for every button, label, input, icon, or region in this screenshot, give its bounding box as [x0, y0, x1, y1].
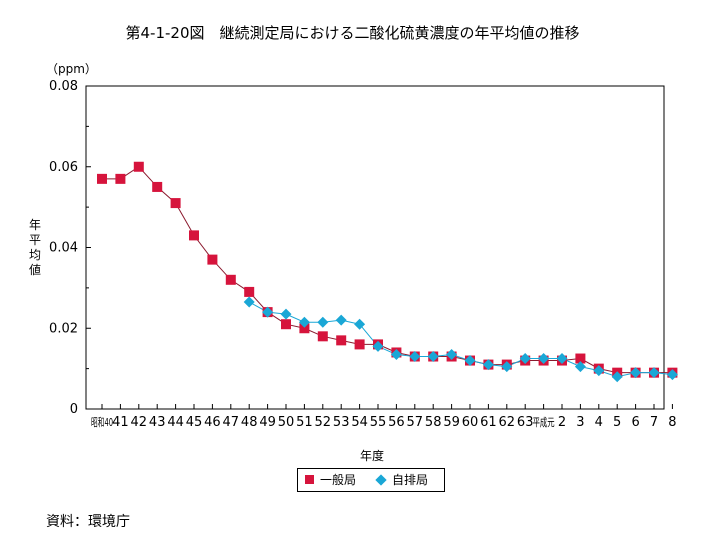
x-tick-label: 58	[425, 415, 442, 430]
legend-item-series1: 一般局	[305, 472, 356, 488]
data-point-series1	[354, 339, 365, 350]
data-point-series2	[630, 367, 642, 379]
data-point-series2	[556, 353, 568, 365]
data-point-series1	[133, 161, 144, 172]
x-tick-label: 8	[668, 415, 676, 430]
data-point-series2	[427, 351, 439, 363]
diamond-marker-icon	[375, 473, 387, 486]
data-point-series2	[354, 318, 366, 330]
legend-label-series2: 自排局	[392, 473, 429, 487]
x-tick-label: 56	[388, 415, 405, 430]
data-point-series2	[390, 348, 402, 360]
x-tick-label: 63	[517, 415, 534, 430]
data-point-series2	[666, 369, 678, 381]
x-tick-label: 51	[296, 415, 313, 430]
x-tick-label: 50	[278, 415, 295, 430]
x-tick-label: 46	[204, 415, 221, 430]
data-point-series1	[115, 173, 126, 184]
x-tick-label: 55	[370, 415, 387, 430]
x-tick-label: 53	[333, 415, 350, 430]
x-tick-label: 4	[595, 415, 603, 430]
data-point-series2	[372, 340, 384, 352]
y-tick-label: 0.06	[49, 160, 78, 175]
data-point-series2	[280, 308, 292, 320]
x-tick-label: 7	[650, 415, 658, 430]
y-unit-label: （ppm）	[46, 62, 97, 76]
x-tick-label: 5	[613, 415, 621, 430]
chart-title: 第4-1-20図 継続測定局における二酸化硫黄濃度の年平均値の推移	[125, 24, 580, 42]
data-point-series2	[482, 359, 494, 371]
legend: 一般局 自排局	[297, 468, 445, 492]
x-tick-label: 62	[499, 415, 516, 430]
y-tick-label: 0	[70, 402, 78, 417]
data-point-series1	[189, 230, 199, 241]
data-point-series1	[170, 198, 181, 209]
x-tick-label: 59	[443, 415, 460, 430]
data-point-series1	[97, 173, 107, 184]
y-tick-label: 0.08	[49, 79, 78, 94]
data-point-series2	[298, 316, 310, 328]
x-tick-label: 49	[259, 415, 276, 430]
data-point-series2	[409, 351, 421, 363]
data-point-series2	[519, 353, 531, 365]
data-point-series2	[262, 306, 274, 318]
x-tick-label: 2	[558, 415, 566, 430]
x-tick-label: 48	[241, 415, 258, 430]
x-tick-label: 41	[112, 415, 129, 430]
data-point-series2	[243, 296, 255, 308]
series-line	[248, 301, 673, 378]
source-note: 資料：環境庁	[46, 514, 130, 530]
x-tick-label: 44	[167, 415, 184, 430]
x-tick-label: 平成元	[533, 416, 555, 429]
data-point-series1	[207, 254, 218, 265]
data-point-series2	[501, 361, 513, 373]
data-point-series2	[574, 361, 586, 373]
data-point-series2	[446, 348, 458, 360]
x-tick-label: 61	[480, 415, 497, 430]
data-point-series2	[317, 316, 329, 328]
data-point-series2	[648, 367, 660, 379]
y-tick-label: 0.02	[49, 321, 78, 336]
x-tick-label: 54	[351, 415, 368, 430]
x-axis-label: 年度	[360, 449, 385, 463]
data-point-series1	[225, 274, 236, 285]
x-tick-label: 60	[462, 415, 479, 430]
x-tick-label: 57	[407, 415, 424, 430]
data-point-series2	[538, 353, 550, 365]
x-tick-label: 6	[631, 415, 639, 430]
x-tick-label: 3	[576, 415, 584, 430]
data-point-series1	[244, 286, 255, 297]
data-point-series1	[281, 319, 291, 330]
series-line	[102, 166, 673, 374]
data-point-series1	[575, 353, 586, 364]
x-tick-label: 52	[315, 415, 332, 430]
y-tick-label: 0.04	[49, 241, 78, 256]
data-point-series1	[299, 323, 310, 334]
data-point-series2	[335, 314, 347, 326]
x-tick-label: 47	[223, 415, 240, 430]
y-axis-label: 年平均値	[28, 218, 41, 277]
legend-item-series2: 自排局	[375, 472, 429, 488]
data-point-series1	[152, 181, 163, 192]
data-point-series2	[611, 371, 623, 383]
data-point-series1	[336, 335, 347, 346]
x-tick-label: 42	[131, 415, 148, 430]
x-tick-label: 43	[149, 415, 166, 430]
data-point-series1	[317, 331, 328, 342]
x-tick-label: 昭和40	[91, 416, 113, 429]
square-marker-icon	[305, 475, 314, 484]
legend-label-series1: 一般局	[320, 473, 357, 487]
x-tick-label: 45	[186, 415, 203, 430]
data-point-series2	[593, 365, 605, 377]
data-point-series2	[464, 355, 476, 367]
